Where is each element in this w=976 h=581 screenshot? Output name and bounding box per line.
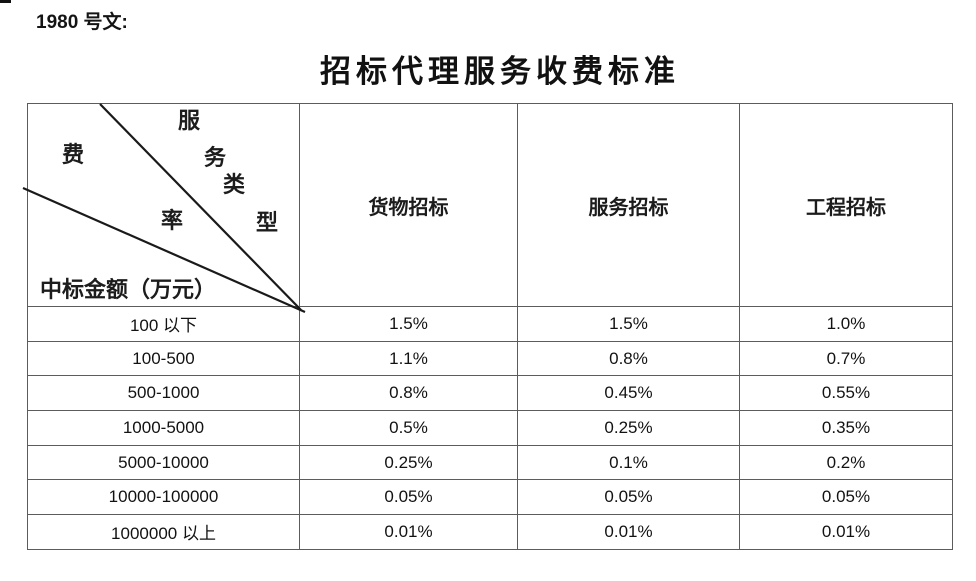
table-row: 1000000 以上 0.01% 0.01% 0.01%: [27, 514, 953, 550]
goods-rate-cell: 0.25%: [299, 444, 518, 481]
services-rate-cell: 0.05%: [517, 479, 740, 516]
corner-label-fee-char-2: 率: [161, 208, 184, 233]
page-title: 招标代理服务收费标准: [320, 54, 680, 89]
corner-label-fee-char-1: 费: [62, 142, 85, 167]
table-row: 10000-100000 0.05% 0.05% 0.05%: [27, 479, 953, 516]
services-rate-cell: 0.8%: [517, 340, 740, 377]
table-row: 100-500 1.1% 0.8% 0.7%: [27, 340, 953, 377]
amount-range-cell: 1000-5000: [27, 410, 300, 446]
goods-rate-cell: 0.05%: [299, 479, 518, 516]
works-rate-cell: 0.55%: [739, 375, 953, 412]
services-rate-cell: 1.5%: [517, 306, 740, 342]
scan-artifact-mark: [0, 0, 11, 3]
corner-label-service-char-3: 类: [223, 172, 246, 197]
corner-label-service-char-2: 务: [204, 145, 227, 170]
works-rate-cell: 0.01%: [739, 514, 953, 550]
table-row: 500-1000 0.8% 0.45% 0.55%: [27, 375, 953, 412]
column-header-goods: 货物招标: [299, 103, 518, 307]
goods-rate-cell: 1.5%: [299, 306, 518, 342]
works-rate-cell: 1.0%: [739, 306, 953, 342]
works-rate-cell: 0.05%: [739, 479, 953, 516]
goods-rate-cell: 0.01%: [299, 514, 518, 550]
table-header-row: 服 务 类 型 费 率 中标金额（万元） 货物招标 服务招标 工程招标: [22, 103, 953, 314]
amount-range-cell: 5000-10000: [27, 444, 300, 481]
goods-rate-cell: 0.8%: [299, 375, 518, 412]
table-row: 1000-5000 0.5% 0.25% 0.35%: [27, 410, 953, 446]
amount-range-cell: 500-1000: [27, 375, 300, 412]
document-reference: 1980 号文:: [36, 12, 128, 33]
works-rate-cell: 0.2%: [739, 444, 953, 481]
column-header-works: 工程招标: [739, 103, 953, 307]
services-rate-cell: 0.45%: [517, 375, 740, 412]
goods-rate-cell: 0.5%: [299, 410, 518, 446]
corner-label-amount: 中标金额（万元）: [40, 277, 217, 302]
diagonal-divider-lines: [22, 103, 306, 314]
corner-label-service-char-1: 服: [178, 108, 201, 133]
column-header-services: 服务招标: [517, 103, 740, 307]
works-rate-cell: 0.35%: [739, 410, 953, 446]
goods-rate-cell: 1.1%: [299, 340, 518, 377]
services-rate-cell: 0.01%: [517, 514, 740, 550]
corner-label-service-char-4: 型: [256, 210, 279, 235]
diagonal-corner-cell: 服 务 类 型 费 率 中标金额（万元）: [22, 103, 306, 314]
table-row: 5000-10000 0.25% 0.1% 0.2%: [27, 444, 953, 481]
fee-standard-table: 服 务 类 型 费 率 中标金额（万元） 货物招标 服务招标 工程招标 100 …: [22, 103, 953, 550]
services-rate-cell: 0.25%: [517, 410, 740, 446]
works-rate-cell: 0.7%: [739, 340, 953, 377]
amount-range-cell: 1000000 以上: [27, 514, 300, 550]
amount-range-cell: 100 以下: [27, 306, 300, 342]
table-row: 100 以下 1.5% 1.5% 1.0%: [27, 306, 953, 342]
services-rate-cell: 0.1%: [517, 444, 740, 481]
amount-range-cell: 10000-100000: [27, 479, 300, 516]
amount-range-cell: 100-500: [27, 340, 300, 377]
